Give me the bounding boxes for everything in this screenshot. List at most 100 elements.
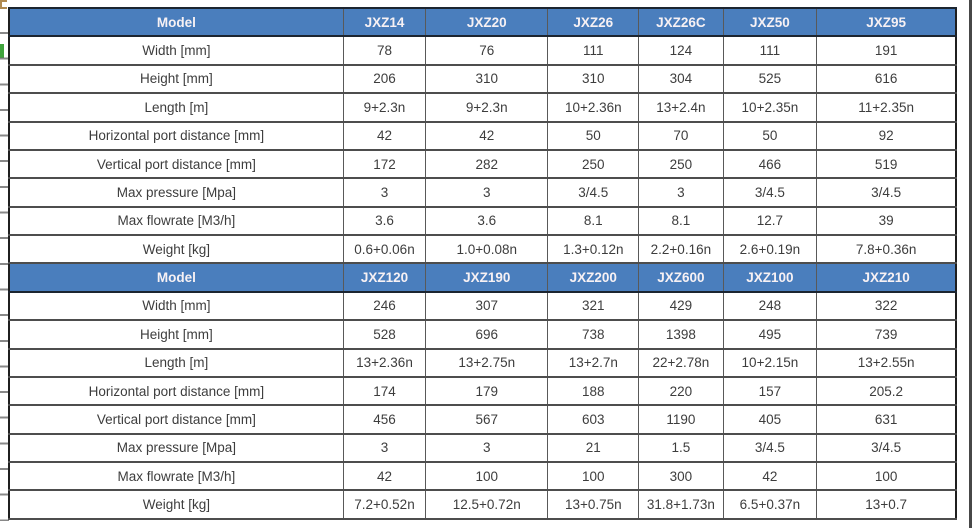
row-label: Height [mm] xyxy=(8,63,344,95)
model-header-row: Model JXZ120 JXZ190 JXZ200 JXZ600 JXZ100 JXZ21… xyxy=(8,262,957,293)
spec-value: 70 xyxy=(638,120,724,151)
spec-value: 12.5+0.72n xyxy=(425,489,549,520)
spec-value: 322 xyxy=(816,290,957,322)
spec-value: 3 xyxy=(342,177,427,208)
row-label: Weight [kg] xyxy=(8,489,344,520)
spec-value: 42 xyxy=(342,120,427,151)
spec-value: 519 xyxy=(816,148,957,180)
spec-value: 111 xyxy=(722,35,818,66)
spec-value: 10+2.15n xyxy=(722,347,818,378)
spec-value: 1190 xyxy=(638,404,724,435)
spec-row: Horizontal port distance [mm] 42 42 50 70 50 9… xyxy=(8,120,957,151)
spec-value: 13+2.55n xyxy=(816,347,957,378)
spec-value: 13+2.75n xyxy=(425,347,549,378)
spec-value: 738 xyxy=(547,319,640,350)
spec-value: 42 xyxy=(342,460,427,492)
spec-value: 1398 xyxy=(638,319,724,350)
spec-value: 2.6+0.19n xyxy=(722,233,818,265)
spec-value: 429 xyxy=(638,290,724,322)
spec-value: 3/4.5 xyxy=(816,432,957,464)
model-name: JXZ120 xyxy=(342,262,427,293)
row-label: Weight [kg] xyxy=(8,233,344,265)
page-right-border xyxy=(969,0,972,528)
spec-value: 3/4.5 xyxy=(816,177,957,208)
spec-value: 603 xyxy=(547,404,640,435)
row-label: Height [mm] xyxy=(8,319,344,350)
model-header-row: Model JXZ14 JXZ20 JXZ26 JXZ26C JXZ50 JXZ95 xyxy=(8,6,957,38)
spec-value: 9+2.3n xyxy=(425,92,549,123)
spec-value: 8.1 xyxy=(638,205,724,237)
spec-value: 76 xyxy=(425,35,549,66)
gridline-overshoot-stubs xyxy=(0,32,9,521)
model-name: JXZ190 xyxy=(425,262,549,293)
spec-value: 246 xyxy=(342,290,427,322)
spec-value: 456 xyxy=(342,404,427,435)
spec-value: 13+2.4n xyxy=(638,92,724,123)
spec-row: Max flowrate [M3/h] 42 100 100 300 42 100 xyxy=(8,460,957,492)
spec-row: Horizontal port distance [mm] 174 179 188 22… xyxy=(8,375,957,407)
spec-value: 310 xyxy=(547,63,640,95)
spec-value: 9+2.3n xyxy=(342,92,427,123)
spec-value: 3 xyxy=(425,177,549,208)
spec-value: 0.6+0.06n xyxy=(342,233,427,265)
spec-value: 13+2.36n xyxy=(342,347,427,378)
row-label: Length [m] xyxy=(8,347,344,378)
spec-value: 3 xyxy=(638,177,724,208)
spec-value: 100 xyxy=(816,460,957,492)
spec-value: 92 xyxy=(816,120,957,151)
model-name: JXZ50 xyxy=(722,6,818,38)
spec-value: 13+2.7n xyxy=(547,347,640,378)
spec-value: 31.8+1.73n xyxy=(638,489,724,520)
spec-value: 405 xyxy=(722,404,818,435)
spec-value: 10+2.36n xyxy=(547,92,640,123)
spec-value: 2.2+0.16n xyxy=(638,233,724,265)
row-label: Vertical port distance [mm] xyxy=(8,404,344,435)
model-name: JXZ210 xyxy=(816,262,957,293)
spec-value: 307 xyxy=(425,290,549,322)
model-name: JXZ20 xyxy=(425,6,549,38)
spec-value: 174 xyxy=(342,375,427,407)
model-name: JXZ95 xyxy=(816,6,957,38)
row-label: Max pressure [Mpa] xyxy=(8,177,344,208)
spec-value: 220 xyxy=(638,375,724,407)
spec-value: 1.5 xyxy=(638,432,724,464)
spec-row: Length [m] 13+2.36n 13+2.75n 13+2.7n 22+2.78… xyxy=(8,347,957,378)
spec-row: Vertical port distance [mm] 172 282 250 250 4… xyxy=(8,148,957,180)
spec-row: Height [mm] 206 310 310 304 525 616 xyxy=(8,63,957,95)
spec-value: 282 xyxy=(425,148,549,180)
spec-row: Max pressure [Mpa] 3 3 21 1.5 3/4.5 3/4.5 xyxy=(8,432,957,464)
row-label: Vertical port distance [mm] xyxy=(8,148,344,180)
model-name: JXZ100 xyxy=(722,262,818,293)
spec-value: 631 xyxy=(816,404,957,435)
spec-value: 50 xyxy=(722,120,818,151)
model-name: JXZ200 xyxy=(547,262,640,293)
spec-value: 12.7 xyxy=(722,205,818,237)
spec-value: 191 xyxy=(816,35,957,66)
spec-value: 22+2.78n xyxy=(638,347,724,378)
spec-value: 300 xyxy=(638,460,724,492)
spec-value: 8.1 xyxy=(547,205,640,237)
spec-value: 111 xyxy=(547,35,640,66)
spec-value: 100 xyxy=(425,460,549,492)
spec-value: 157 xyxy=(722,375,818,407)
spec-value: 7.8+0.36n xyxy=(816,233,957,265)
spec-row: Weight [kg] 7.2+0.52n 12.5+0.72n 13+0.75n 31… xyxy=(8,489,957,520)
spec-value: 10+2.35n xyxy=(722,92,818,123)
spec-value: 13+0.75n xyxy=(547,489,640,520)
spec-value: 525 xyxy=(722,63,818,95)
spec-value: 739 xyxy=(816,319,957,350)
spec-table: Model JXZ14 JXZ20 JXZ26 JXZ26C JXZ50 JXZ95 Widt… xyxy=(8,6,957,520)
row-label: Horizontal port distance [mm] xyxy=(8,375,344,407)
row-label: Length [m] xyxy=(8,92,344,123)
row-label: Max flowrate [M3/h] xyxy=(8,205,344,237)
spec-value: 310 xyxy=(425,63,549,95)
spec-value: 3/4.5 xyxy=(547,177,640,208)
row-label: Max pressure [Mpa] xyxy=(8,432,344,464)
spec-value: 616 xyxy=(816,63,957,95)
spec-row: Max pressure [Mpa] 3 3 3/4.5 3 3/4.5 3/4.5 xyxy=(8,177,957,208)
row-label: Max flowrate [M3/h] xyxy=(8,460,344,492)
spec-row: Height [mm] 528 696 738 1398 495 739 xyxy=(8,319,957,350)
spec-value: 124 xyxy=(638,35,724,66)
model-name: JXZ26 xyxy=(547,6,640,38)
